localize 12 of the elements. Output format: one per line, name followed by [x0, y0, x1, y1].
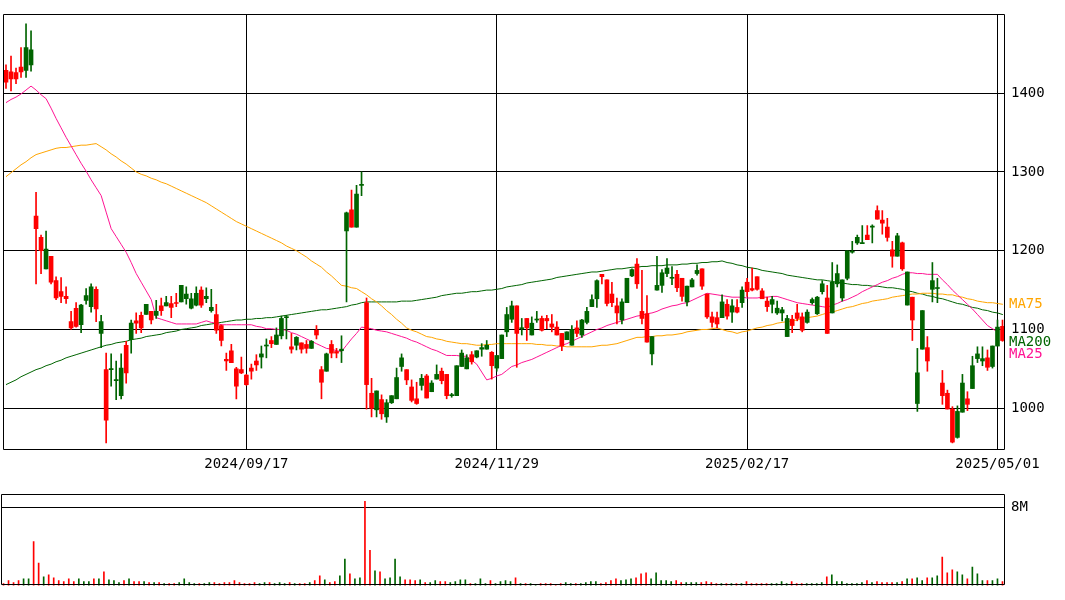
y-tick-label: 1000 [1011, 398, 1045, 415]
x-tick-label: 2025/02/17 [704, 455, 790, 472]
y-tick-label: 1300 [1011, 162, 1045, 179]
x-tick-label: 2025/05/01 [955, 455, 1040, 472]
x-tick-label: 2024/11/29 [454, 455, 539, 472]
y-tick-label: 1200 [1011, 241, 1045, 258]
y-tick-label: 1100 [1011, 320, 1045, 337]
series-label: MA75 [1009, 294, 1043, 311]
y-tick-label: 1400 [1011, 83, 1045, 100]
series-label: MA25 [1009, 345, 1043, 362]
y-tick-label: 8M [1011, 497, 1028, 514]
x-tick-label: 2024/09/17 [204, 455, 289, 472]
